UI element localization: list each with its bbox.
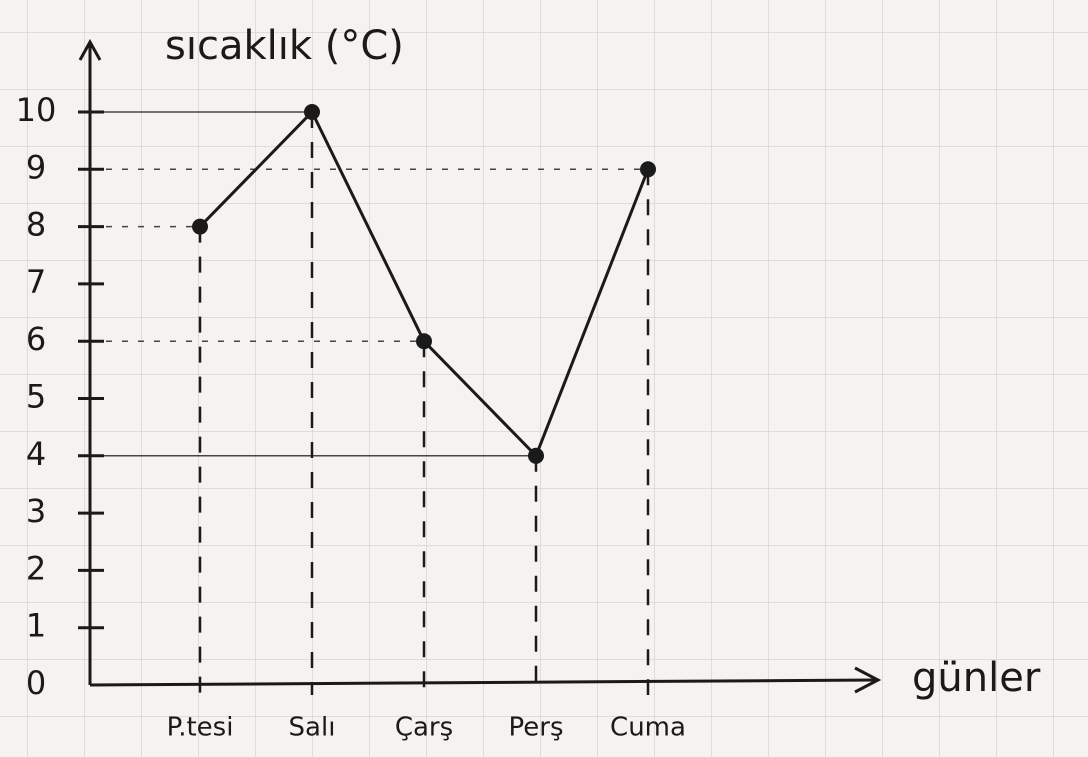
y-tick-label: 8: [26, 206, 46, 244]
data-point: [528, 448, 544, 464]
y-tick-label: 2: [26, 549, 46, 587]
y-tick-label: 7: [26, 263, 46, 301]
x-tick-label: Perş: [509, 713, 564, 743]
x-tick-label: Salı: [289, 713, 336, 743]
data-point: [640, 161, 656, 177]
y-tick-label: 0: [26, 664, 46, 702]
x-tick-label: Çarş: [395, 713, 453, 743]
y-tick-label: 5: [26, 378, 46, 416]
y-tick-label: 6: [26, 320, 46, 358]
chart: sıcaklık (°C) günler 0 1 2 3 4 5 6 7 8 9 10 P.tesi S…: [0, 0, 1088, 757]
y-tick-label: 1: [26, 607, 46, 645]
y-tick-label: 4: [26, 435, 46, 473]
x-tick-label: P.tesi: [167, 713, 234, 743]
y-axis-label: sıcaklık (°C): [165, 23, 404, 69]
x-tick-label: Cuma: [610, 713, 686, 743]
data-point: [304, 104, 320, 120]
x-axis-label: günler: [912, 655, 1041, 701]
grid-paper: [0, 0, 1088, 757]
data-point: [192, 219, 208, 235]
y-tick-label: 3: [26, 492, 46, 530]
y-tick-label: 10: [16, 91, 57, 129]
data-point: [416, 333, 432, 349]
y-tick-label: 9: [26, 148, 46, 186]
